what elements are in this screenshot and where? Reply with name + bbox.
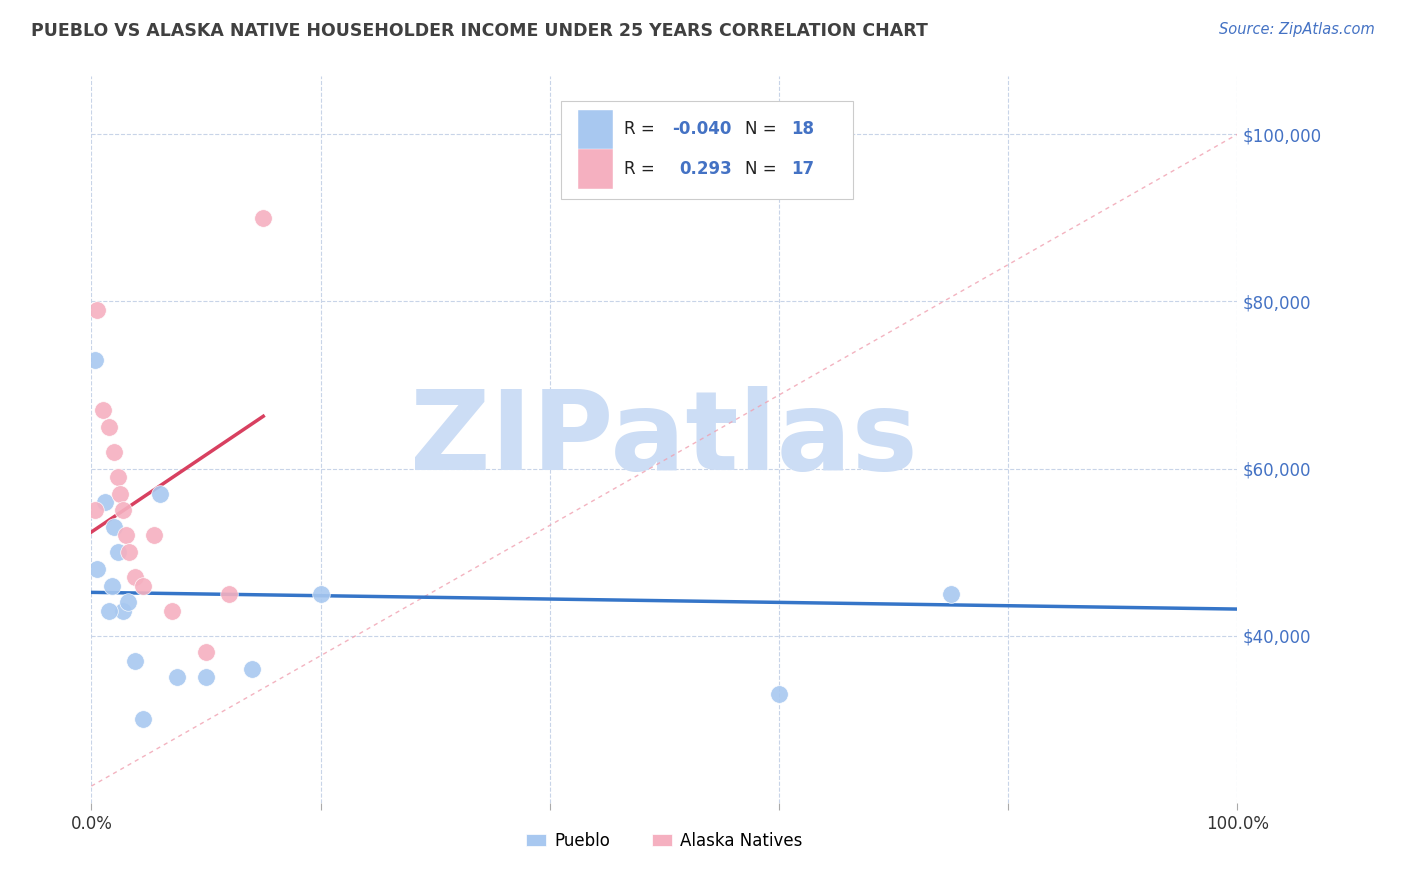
Point [103,445,125,459]
Text: N =: N = [745,120,782,138]
Point [108,486,131,500]
Point [160,604,183,618]
Bar [578,149,613,189]
Text: N =: N = [745,160,782,178]
Point [240,662,263,676]
Point [94,495,117,509]
Point [91,403,114,417]
Point [114,528,136,542]
Text: -0.040: -0.040 [672,120,731,138]
Point [309,587,332,601]
Point [101,578,124,592]
Point [124,654,146,668]
Point [112,503,135,517]
Point [218,587,240,601]
Point [118,545,141,559]
Point [132,712,155,726]
Point [132,578,155,592]
Text: R =: R = [624,160,661,178]
Point [768,687,790,701]
Point [252,211,274,225]
Point [939,587,962,601]
Point [194,670,217,684]
Text: 17: 17 [792,160,814,178]
Point [107,545,129,559]
Point [149,486,172,500]
Text: Source: ZipAtlas.com: Source: ZipAtlas.com [1219,22,1375,37]
Point [97,604,120,618]
Text: PUEBLO VS ALASKA NATIVE HOUSEHOLDER INCOME UNDER 25 YEARS CORRELATION CHART: PUEBLO VS ALASKA NATIVE HOUSEHOLDER INCO… [31,22,928,40]
Text: 0.293: 0.293 [679,160,733,178]
Point [83,353,105,368]
FancyBboxPatch shape [561,102,853,200]
Point [97,419,120,434]
Legend: Pueblo, Alaska Natives: Pueblo, Alaska Natives [519,825,810,856]
Point [166,670,188,684]
Point [117,595,139,609]
Point [124,570,146,584]
Point [83,503,105,517]
Text: R =: R = [624,120,661,138]
Point [86,562,108,576]
Point [143,528,166,542]
Bar [578,110,613,150]
Point [103,520,125,534]
Point [86,302,108,317]
Point [112,604,135,618]
Point [194,645,217,659]
Text: 18: 18 [792,120,814,138]
Point [107,470,129,484]
Text: ZIPatlas: ZIPatlas [411,386,918,492]
